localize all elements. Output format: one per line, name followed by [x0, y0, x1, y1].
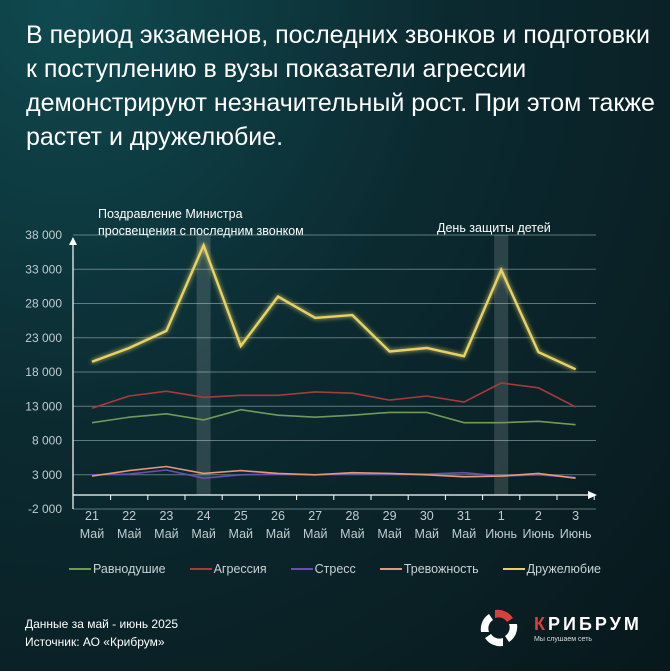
y-tick-label: 13 000 [25, 399, 62, 413]
annotation-label: Поздравление Министра просвещения с после… [98, 207, 304, 238]
logo-name-rest: РИБРУМ [548, 613, 642, 634]
x-tick-month: Май [452, 527, 477, 541]
legend-item: Дружелюбие [502, 562, 602, 576]
x-tick-day: 2 [535, 509, 542, 523]
data-period: Данные за май - июнь 2025 [25, 617, 179, 631]
y-axis-arrow [69, 237, 77, 245]
logo-icon [480, 609, 518, 647]
x-tick-month: Июнь [485, 527, 517, 541]
y-tick-label: 38 000 [25, 228, 62, 242]
x-tick-month: Май [377, 527, 402, 541]
x-tick-month: Июнь [523, 527, 555, 541]
x-tick-day: 22 [122, 509, 136, 523]
legend-label: Равнодушие [92, 562, 166, 576]
legend-label: Стресс [314, 562, 356, 576]
legend-item: Равнодушие [68, 562, 166, 576]
kribrum-logo: КРИБРУМ Мы слушаем сеть [478, 607, 642, 649]
footer: Данные за май - июнь 2025 Источник: АО «… [25, 615, 178, 651]
x-tick-month: Май [229, 527, 254, 541]
x-tick-day: 23 [159, 509, 173, 523]
y-tick-label: 33 000 [25, 262, 62, 276]
x-axis-arrow [588, 491, 597, 499]
x-tick-day: 31 [457, 509, 471, 523]
y-tick-label: 28 000 [25, 297, 62, 311]
annotation-label: День защиты детей [437, 221, 551, 235]
x-tick-day: 28 [345, 509, 359, 523]
annotation-line: просвещения с последним звонком [98, 224, 304, 238]
series-line-3 [91, 465, 576, 479]
x-tick-month: Июнь [560, 527, 592, 541]
x-tick-day: 24 [197, 509, 211, 523]
x-tick-day: 21 [85, 509, 99, 523]
legend-label: Дружелюбие [526, 562, 602, 576]
line-chart: Поздравление Министра просвещения с после… [25, 207, 597, 541]
series-line-4 [91, 242, 577, 371]
annotation-line: День защиты детей [437, 221, 551, 235]
legend-swatch [502, 568, 525, 570]
x-tick-day: 29 [383, 509, 397, 523]
x-tick-month: Май [191, 527, 216, 541]
highlight-band [196, 235, 211, 495]
series-line-1 [91, 382, 576, 410]
x-tick-day: 25 [234, 509, 248, 523]
x-tick-day: 30 [420, 509, 434, 523]
legend-item: Агрессия [189, 562, 267, 576]
y-tick-label: 8 000 [32, 434, 62, 448]
x-tick-month: Май [303, 527, 328, 541]
x-tick-day: 27 [308, 509, 322, 523]
y-tick-label: 3 000 [32, 468, 62, 482]
legend-label: Тревожность [403, 562, 479, 576]
y-tick-label: 23 000 [25, 331, 62, 345]
x-tick-day: 26 [271, 509, 285, 523]
legend-swatch [290, 568, 313, 570]
x-tick-month: Май [80, 527, 105, 541]
chart-legend: Равнодушие Агрессия Стресс Тревожность Друже… [0, 562, 670, 576]
legend-label: Агрессия [213, 562, 267, 576]
x-tick-day: 3 [572, 509, 579, 523]
page-title: В период экзаменов, последних звонков и … [26, 21, 655, 151]
x-tick-month: Май [266, 527, 291, 541]
annotation-line: Поздравление Министра [98, 207, 243, 221]
logo-slogan: Мы слушаем сеть [534, 635, 593, 643]
highlight-band [494, 235, 509, 495]
x-tick-day: 1 [498, 509, 505, 523]
y-tick-label: -2 000 [28, 502, 62, 516]
data-source: Источник: АО «Крибрум» [25, 635, 165, 649]
legend-swatch [379, 568, 402, 570]
legend-swatch [189, 568, 212, 570]
y-tick-label: 18 000 [25, 365, 62, 379]
logo-name-first: К [534, 613, 548, 634]
legend-swatch [68, 568, 91, 570]
series-line-0 [91, 408, 576, 426]
x-tick-month: Май [340, 527, 365, 541]
legend-item: Тревожность [379, 562, 479, 576]
legend-item: Стресс [290, 562, 356, 576]
x-tick-month: Май [154, 527, 179, 541]
x-tick-month: Май [415, 527, 440, 541]
x-tick-month: Май [117, 527, 142, 541]
